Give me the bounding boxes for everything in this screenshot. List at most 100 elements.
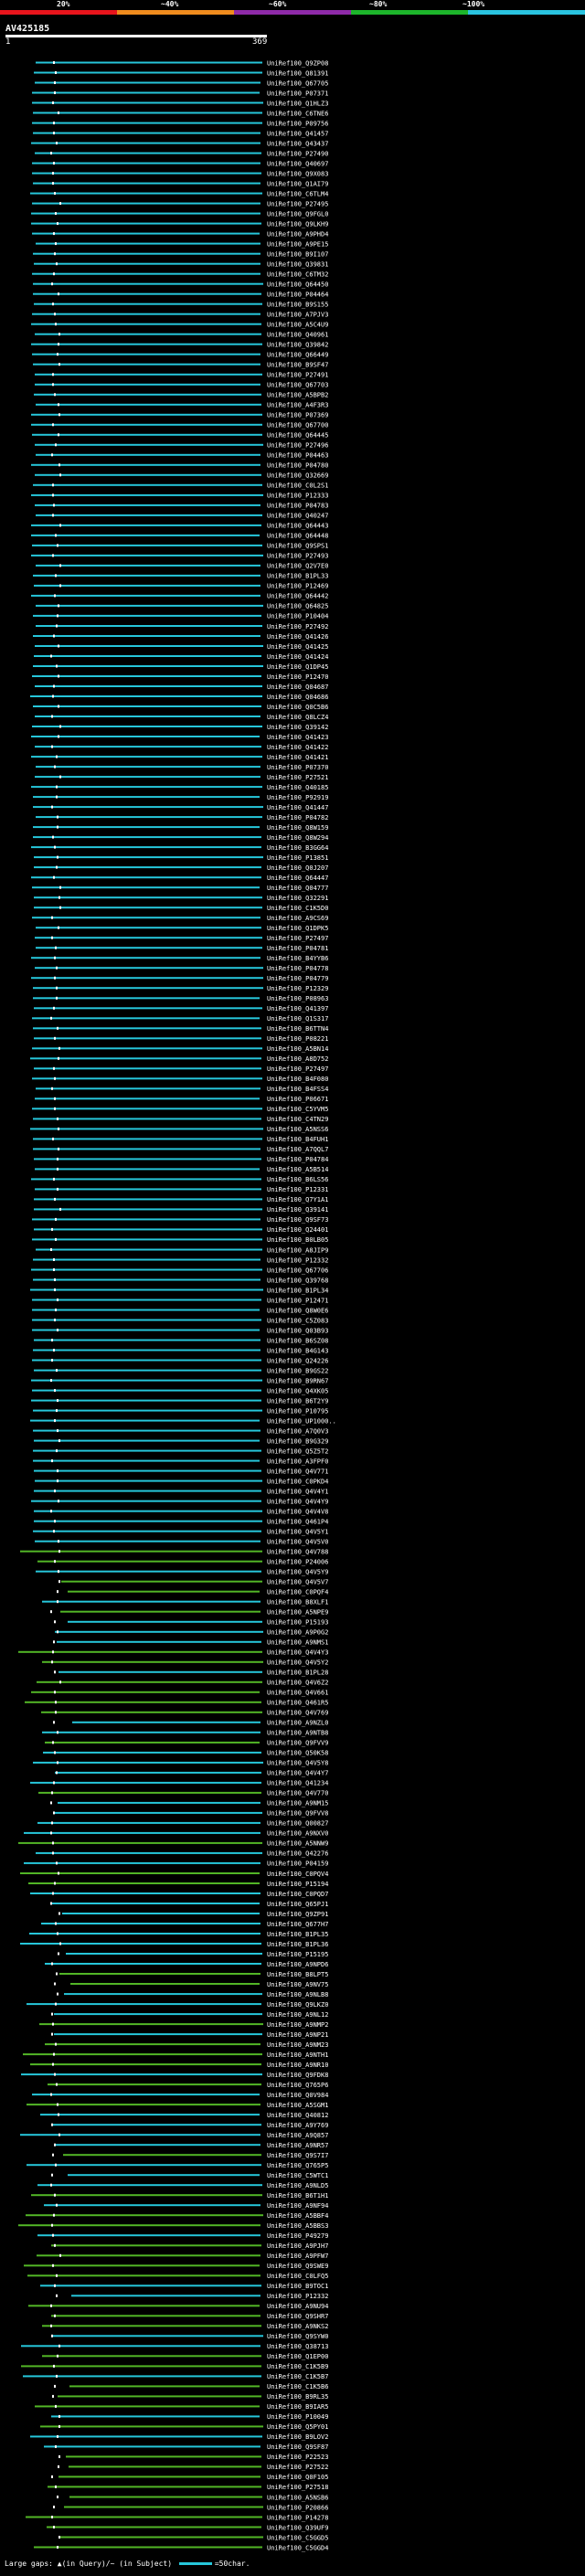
hit-label[interactable]: UniRef100_C5GGD5 [267, 2534, 328, 2541]
hit-label[interactable]: UniRef100_B9S155 [267, 302, 328, 309]
hit-label[interactable]: UniRef100_Q1EP00 [267, 2353, 328, 2360]
hit-label[interactable]: UniRef100_Q39831 [267, 261, 328, 269]
hit-label[interactable]: UniRef100_A9CS69 [267, 915, 328, 922]
hit-label[interactable]: UniRef100_Q67705 [267, 80, 328, 87]
hit-label[interactable]: UniRef100_Q9ZP91 [267, 1911, 328, 1918]
hit-label[interactable]: UniRef100_P12331 [267, 1186, 328, 1193]
hit-label[interactable]: UniRef100_P27518 [267, 2484, 328, 2491]
hit-label[interactable]: UniRef100_A9NMP2 [267, 2021, 328, 2029]
hit-label[interactable]: UniRef100_P04778 [267, 965, 328, 972]
hit-label[interactable]: UniRef100_Q50K58 [267, 1750, 328, 1757]
hit-label[interactable]: UniRef100_Q4V771 [267, 1468, 328, 1475]
hit-label[interactable]: UniRef100_Q41234 [267, 1780, 328, 1787]
hit-label[interactable]: UniRef100_Q32291 [267, 895, 328, 902]
hit-label[interactable]: UniRef100_Q4V5Y2 [267, 1659, 328, 1667]
hit-label[interactable]: UniRef100_B9I107 [267, 251, 328, 259]
hit-label[interactable]: UniRef100_B8XLF1 [267, 1599, 328, 1606]
hit-label[interactable]: UniRef100_C1K5B9 [267, 2363, 328, 2370]
hit-label[interactable]: UniRef100_Q24401 [267, 1226, 328, 1234]
hit-label[interactable]: UniRef100_A9NV75 [267, 1981, 328, 1988]
hit-label[interactable]: UniRef100_P27493 [267, 553, 328, 560]
hit-label[interactable]: UniRef100_A5BPB2 [267, 392, 328, 399]
hit-label[interactable]: UniRef100_P04781 [267, 945, 328, 952]
hit-label[interactable]: UniRef100_Q04777 [267, 885, 328, 892]
hit-label[interactable]: UniRef100_A9Q857 [267, 2132, 328, 2139]
hit-label[interactable]: UniRef100_P07369 [267, 412, 328, 419]
hit-label[interactable]: UniRef100_P15193 [267, 1619, 328, 1627]
hit-label[interactable]: UniRef100_P10404 [267, 613, 328, 620]
hit-label[interactable]: UniRef100_P10795 [267, 1407, 328, 1415]
hit-label[interactable]: UniRef100_P27497 [267, 935, 328, 942]
hit-label[interactable]: UniRef100_P12332 [267, 1256, 328, 1264]
hit-label[interactable]: UniRef100_B9IAR5 [267, 2403, 328, 2411]
hit-label[interactable]: UniRef100_C6TLM4 [267, 190, 328, 197]
hit-label[interactable]: UniRef100_A9NZL0 [267, 1720, 328, 1727]
hit-label[interactable]: UniRef100_P12329 [267, 985, 328, 992]
hit-label[interactable]: UniRef100_Q4V5Y9 [267, 1569, 328, 1576]
hit-label[interactable]: UniRef100_Q8LCZ4 [267, 714, 328, 721]
hit-label[interactable]: UniRef100_A9NM23 [267, 2041, 328, 2049]
hit-label[interactable]: UniRef100_Q9LKH9 [267, 220, 328, 228]
hit-label[interactable]: UniRef100_C1K5D0 [267, 905, 328, 912]
hit-label[interactable]: UniRef100_C5GGD4 [267, 2544, 328, 2551]
hit-label[interactable]: UniRef100_C4TN29 [267, 1116, 328, 1123]
hit-label[interactable]: UniRef100_Q64445 [267, 432, 328, 440]
hit-label[interactable]: UniRef100_Q64443 [267, 523, 328, 530]
hit-label[interactable]: UniRef100_Q40185 [267, 784, 328, 791]
hit-label[interactable]: UniRef100_C0LFQ5 [267, 2273, 328, 2280]
hit-label[interactable]: UniRef100_A7PJV3 [267, 312, 328, 319]
hit-label[interactable]: UniRef100_C0PQV4 [267, 1871, 328, 1878]
hit-label[interactable]: UniRef100_B1PL36 [267, 1941, 328, 1948]
hit-label[interactable]: UniRef100_Q765P6 [267, 2082, 328, 2089]
hit-label[interactable]: UniRef100_A7QQL7 [267, 1146, 328, 1153]
hit-label[interactable]: UniRef100_Q41425 [267, 643, 328, 651]
hit-label[interactable]: UniRef100_P27496 [267, 442, 328, 450]
hit-label[interactable]: UniRef100_Q32669 [267, 472, 328, 480]
hit-label[interactable]: UniRef100_P24006 [267, 1559, 328, 1566]
hit-label[interactable]: UniRef100_Q2V7E0 [267, 563, 328, 570]
hit-label[interactable]: UniRef100_B6SZ08 [267, 1337, 328, 1344]
hit-label[interactable]: UniRef100_Q7Y1A1 [267, 1196, 328, 1203]
hit-label[interactable]: UniRef100_P08221 [267, 1035, 328, 1043]
hit-label[interactable]: UniRef100_Q0C5B6 [267, 704, 328, 711]
hit-label[interactable]: UniRef100_B1PL35 [267, 1931, 328, 1938]
hit-label[interactable]: UniRef100_Q461P4 [267, 1519, 328, 1526]
hit-label[interactable]: UniRef100_B9SF47 [267, 362, 328, 369]
hit-label[interactable]: UniRef100_B4FSS4 [267, 1086, 328, 1093]
hit-label[interactable]: UniRef100_P27522 [267, 2464, 328, 2471]
hit-label[interactable]: UniRef100_Q03B93 [267, 1327, 328, 1334]
hit-label[interactable]: UniRef100_Q64825 [267, 603, 328, 610]
hit-label[interactable]: UniRef100_Q0F105 [267, 2474, 328, 2481]
hit-label[interactable]: UniRef100_B0LB05 [267, 1236, 328, 1244]
hit-label[interactable]: UniRef100_Q5PY01 [267, 2423, 328, 2431]
hit-label[interactable]: UniRef100_A9PE15 [267, 240, 328, 248]
hit-label[interactable]: UniRef100_A4F3R3 [267, 402, 328, 409]
hit-label[interactable]: UniRef100_C6TM32 [267, 271, 328, 279]
hit-label[interactable]: UniRef100_Q41397 [267, 1005, 328, 1012]
hit-label[interactable]: UniRef100_Q4V4Y1 [267, 1488, 328, 1495]
hit-label[interactable]: UniRef100_A5NSB6 [267, 2494, 328, 2501]
hit-label[interactable]: UniRef100_C1K5B6 [267, 2383, 328, 2390]
hit-label[interactable]: UniRef100_Q1S317 [267, 1015, 328, 1023]
hit-label[interactable]: UniRef100_P04159 [267, 1860, 328, 1868]
hit-label[interactable]: UniRef100_Q41421 [267, 754, 328, 761]
hit-label[interactable]: UniRef100_A5BN14 [267, 1045, 328, 1053]
hit-label[interactable]: UniRef100_Q66449 [267, 352, 328, 359]
hit-label[interactable]: UniRef100_Q4V5V7 [267, 1579, 328, 1586]
hit-label[interactable]: UniRef100_Q8W0E6 [267, 1307, 328, 1314]
hit-label[interactable]: UniRef100_A7Q0V3 [267, 1427, 328, 1435]
hit-label[interactable]: UniRef100_A3FPF0 [267, 1458, 328, 1465]
hit-label[interactable]: UniRef100_P15195 [267, 1951, 328, 1958]
hit-label[interactable]: UniRef100_Q9SF87 [267, 2443, 328, 2451]
hit-label[interactable]: UniRef100_Q39768 [267, 1277, 328, 1284]
hit-label[interactable]: UniRef100_Q4V661 [267, 1690, 328, 1697]
hit-label[interactable]: UniRef100_C0PKD4 [267, 1478, 328, 1485]
hit-label[interactable]: UniRef100_A5NPE9 [267, 1609, 328, 1617]
hit-label[interactable]: UniRef100_Q1HLZ3 [267, 100, 328, 107]
hit-label[interactable]: UniRef100_A5NNW9 [267, 1840, 328, 1848]
hit-label[interactable]: UniRef100_A8D752 [267, 1055, 328, 1063]
hit-label[interactable]: UniRef100_A5B514 [267, 1166, 328, 1173]
hit-label[interactable]: UniRef100_P20866 [267, 2504, 328, 2511]
hit-label[interactable]: UniRef100_A9NLB8 [267, 1991, 328, 1998]
hit-label[interactable]: UniRef100_C0L2S1 [267, 482, 328, 490]
